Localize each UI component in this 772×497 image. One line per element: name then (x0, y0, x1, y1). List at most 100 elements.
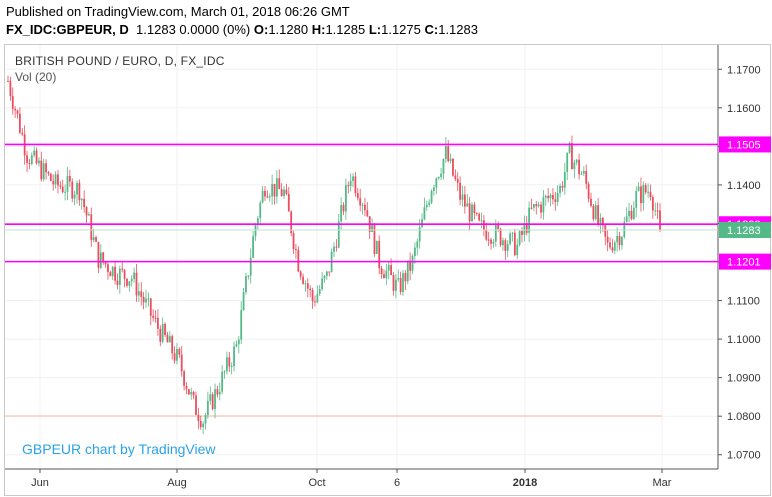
candle-body (283, 189, 285, 197)
candle-body (92, 237, 95, 241)
candle-body (459, 182, 462, 200)
candle-body (380, 268, 383, 275)
candle-body (466, 203, 469, 207)
candle-body (344, 185, 347, 212)
candle-body (578, 159, 580, 175)
candle-body (456, 179, 459, 183)
candle-body (137, 291, 140, 296)
candle-body (316, 293, 319, 303)
candle-body (421, 219, 423, 228)
candle-body (433, 187, 435, 191)
candle-body (349, 180, 352, 186)
candle-body (630, 210, 633, 219)
candle-body (340, 204, 343, 222)
candle-body (187, 389, 190, 395)
candle-body (537, 204, 540, 207)
candle-body (121, 268, 124, 270)
candle-body (216, 389, 219, 395)
candle-body (256, 218, 259, 225)
candle-body (304, 283, 307, 285)
volume-legend: Vol (20) (15, 70, 57, 84)
current-price-label: 1.1283 (727, 225, 761, 237)
high-value: 1.1285 (325, 22, 366, 37)
candle-body (142, 296, 145, 303)
candle-body (473, 204, 476, 214)
candle-body (582, 171, 585, 174)
candle-body (366, 210, 369, 217)
candle-body (226, 357, 228, 372)
candle-body (571, 143, 573, 170)
candle-body (240, 310, 243, 340)
x-tick-label: Mar (653, 477, 672, 489)
candle-body (504, 240, 507, 251)
chart-frame[interactable] (4, 44, 771, 496)
candle-body (292, 233, 295, 250)
candle-body (197, 414, 200, 421)
candle-body (452, 158, 454, 176)
candle-body (444, 146, 447, 159)
candle-body (145, 298, 147, 303)
candle-body (549, 194, 552, 199)
candle-body (33, 150, 36, 156)
candle-body (585, 171, 588, 184)
candle-body (30, 155, 33, 164)
candle-body (285, 189, 288, 194)
candle-body (116, 280, 119, 285)
candle-body (47, 172, 50, 174)
candle-body (352, 176, 354, 181)
candle-body (659, 210, 661, 231)
candle-body (390, 265, 393, 276)
candle-body (437, 176, 440, 179)
close-value: 1.1283 (438, 22, 478, 37)
candle-body (9, 81, 12, 96)
candle-body (566, 152, 569, 173)
candle-body (494, 224, 497, 242)
chart-legend-title: BRITISH POUND / EURO, D, FX_IDC (15, 54, 225, 68)
candle-body (168, 336, 171, 343)
candle-body (642, 185, 645, 204)
candle-body (157, 317, 159, 329)
candle-body (609, 242, 611, 248)
candle-body (42, 163, 45, 180)
level-price-label: 1.1201 (727, 257, 761, 269)
candle-body (173, 353, 176, 361)
candle-body (233, 346, 235, 367)
candle-body (325, 271, 328, 277)
candle-body (171, 336, 174, 354)
candle-body (287, 193, 290, 212)
candle-body (402, 273, 404, 293)
candle-body (114, 266, 116, 281)
candle-body (654, 210, 657, 212)
candle-body (135, 272, 138, 296)
candle-body (237, 339, 240, 345)
candle-body (159, 328, 162, 342)
candle-body (26, 155, 28, 163)
candle-body (64, 191, 67, 193)
open-value: 1.1280 (268, 22, 309, 37)
candle-body (202, 423, 205, 428)
candle-body (180, 354, 183, 372)
candle-body (337, 221, 340, 248)
candle-body (563, 172, 566, 188)
candle-body (428, 202, 431, 205)
candle-body (290, 211, 293, 234)
candle-body (109, 272, 112, 277)
candle-body (133, 272, 136, 279)
candle-body (40, 160, 43, 180)
candle-body (601, 217, 604, 226)
candle-body (397, 278, 400, 280)
candle-body (49, 173, 52, 181)
close-label: C: (424, 22, 439, 37)
x-tick-label: Aug (167, 477, 187, 489)
ohlc-line: FX_IDC:GBPEUR, D 1.1283 0.0000 (0%) O:1.… (6, 22, 478, 37)
y-tick-label: 1.1600 (727, 103, 761, 115)
candle-body (590, 198, 592, 206)
candle-body (383, 274, 385, 279)
candle-body (104, 262, 107, 265)
candle-body (99, 252, 102, 268)
candle-body (154, 317, 157, 319)
candle-body (354, 176, 357, 194)
candle-body (573, 162, 576, 170)
candle-body (556, 192, 559, 202)
